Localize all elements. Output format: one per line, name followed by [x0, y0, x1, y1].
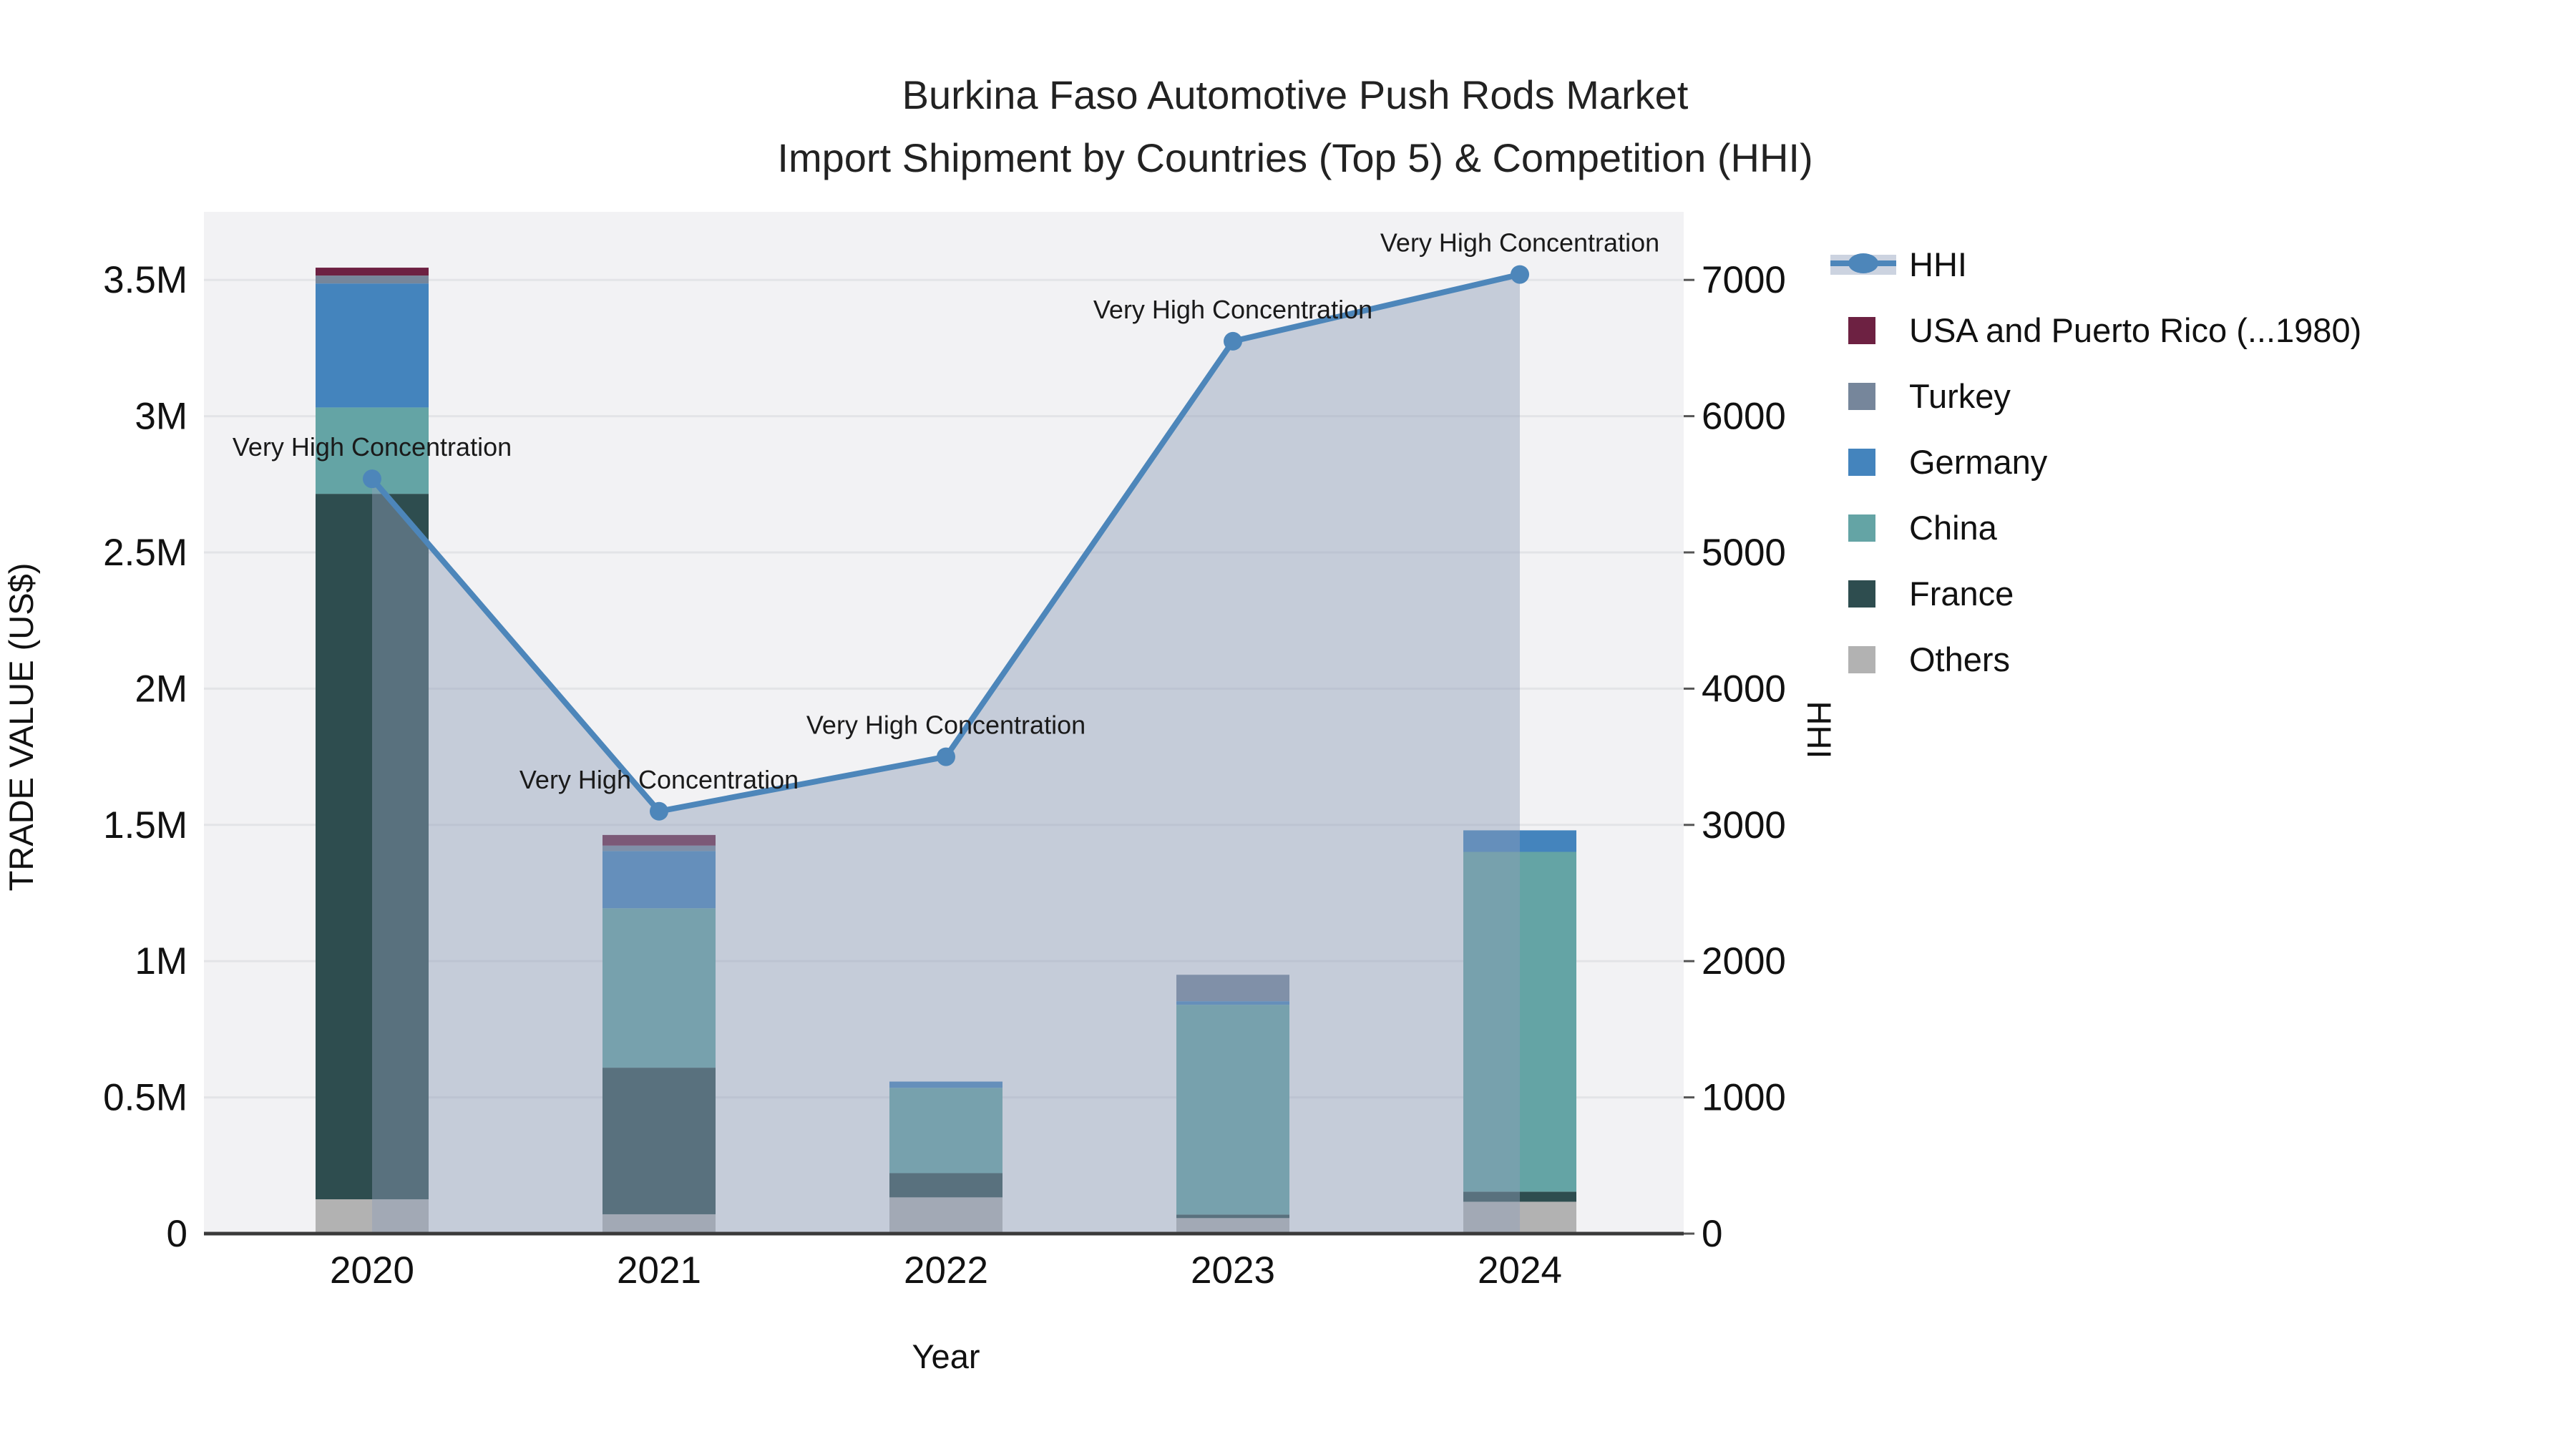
legend-label-germany: Germany [1909, 443, 2048, 481]
chart-title-line2: Import Shipment by Countries (Top 5) & C… [777, 135, 1813, 180]
bar-segment-germany-2021[interactable] [602, 851, 716, 909]
legend-item-hhi[interactable]: HHI [1830, 245, 1967, 283]
legend-item-usa-and-puerto-rico-1980[interactable]: USA and Puerto Rico (...1980) [1848, 311, 2361, 349]
bar-segment-others-2022[interactable] [889, 1197, 1002, 1234]
x-tick-2024: 2024 [1478, 1249, 1562, 1292]
legend-hhi-marker-icon [1848, 253, 1878, 273]
legend-item-germany[interactable]: Germany [1848, 443, 2048, 481]
bar-segment-turkey-2020[interactable] [316, 275, 429, 284]
bar-segment-france-2022[interactable] [889, 1173, 1002, 1198]
y-right-tick-6000: 6000 [1702, 396, 1786, 438]
y-left-tick-3m: 3M [135, 396, 187, 438]
legend-item-china[interactable]: China [1848, 509, 1998, 547]
y-right-tick-5000: 5000 [1702, 532, 1786, 574]
bar-segment-france-2021[interactable] [602, 1068, 716, 1214]
legend-item-turkey[interactable]: Turkey [1848, 377, 2011, 415]
annotation-2020: Very High Concentration [233, 432, 512, 462]
bar-segment-germany-2022[interactable] [889, 1081, 1002, 1088]
y-left-axis-title: TRADE VALUE (US$) [2, 563, 40, 892]
y-left-tick-0-5m: 0.5M [103, 1077, 187, 1119]
stacked-bars [316, 268, 1576, 1234]
bar-segment-france-2023[interactable] [1176, 1214, 1289, 1219]
legend-label-others: Others [1909, 640, 2010, 678]
y-right-tick-2000: 2000 [1702, 940, 1786, 982]
y-left-tick-2m: 2M [135, 668, 187, 710]
bar-segment-china-2023[interactable] [1176, 1005, 1289, 1215]
bar-segment-others-2024[interactable] [1463, 1201, 1576, 1234]
annotation-2023: Very High Concentration [1093, 295, 1372, 324]
y-right-tick-7000: 7000 [1702, 259, 1786, 301]
y-right-tick-labels: 0 1000 2000 3000 4000 5000 6000 7000 [1684, 259, 1786, 1255]
annotation-2022: Very High Concentration [806, 711, 1085, 740]
bar-segment-turkey-2021[interactable] [602, 845, 716, 852]
legend-swatch-germany [1848, 449, 1875, 476]
bar-segment-germany-2020[interactable] [316, 283, 429, 408]
legend-swatch-usa-and-puerto-rico-1980 [1848, 317, 1875, 344]
legend-item-france[interactable]: France [1848, 575, 2014, 613]
y-right-tick-1000: 1000 [1702, 1077, 1786, 1119]
x-tick-2023: 2023 [1191, 1249, 1275, 1292]
bar-segment-usa-and-puerto-rico-1980-2020[interactable] [316, 268, 429, 276]
legend-label-turkey: Turkey [1909, 377, 2011, 415]
hhi-markers [363, 265, 1529, 821]
y-left-tick-3-5m: 3.5M [103, 259, 187, 301]
hhi-marker-2020[interactable] [363, 469, 381, 489]
legend-label-china: China [1909, 509, 1998, 547]
bar-segment-china-2022[interactable] [889, 1088, 1002, 1174]
bar-segment-germany-2023[interactable] [1176, 1001, 1289, 1005]
bar-segment-others-2023[interactable] [1176, 1218, 1289, 1234]
x-tick-2022: 2022 [904, 1249, 988, 1292]
bar-segment-others-2021[interactable] [602, 1214, 716, 1234]
y-left-tick-2-5m: 2.5M [103, 532, 187, 574]
legend: HHI USA and Puerto Rico (...1980) Turkey Ge… [1830, 245, 2361, 678]
hhi-marker-2022[interactable] [937, 747, 955, 766]
hhi-area-fill [372, 274, 1520, 1234]
bar-segment-france-2024[interactable] [1463, 1191, 1576, 1202]
legend-label-usa-and-puerto-rico-1980: USA and Puerto Rico (...1980) [1909, 311, 2361, 349]
legend-label-hhi: HHI [1909, 245, 1967, 283]
x-axis-title: Year [912, 1337, 980, 1375]
legend-swatch-france [1848, 580, 1875, 608]
hhi-marker-2023[interactable] [1224, 331, 1242, 351]
y-right-tick-4000: 4000 [1702, 668, 1786, 710]
x-tick-2020: 2020 [330, 1249, 414, 1292]
hhi-marker-2024[interactable] [1511, 265, 1529, 284]
bar-segment-france-2020[interactable] [316, 494, 429, 1200]
y-right-tick-0: 0 [1702, 1213, 1722, 1255]
chart-title-line1: Burkina Faso Automotive Push Rods Market [902, 72, 1689, 117]
hhi-marker-2021[interactable] [650, 801, 668, 821]
bar-segment-germany-2024[interactable] [1463, 830, 1576, 852]
y-right-tick-3000: 3000 [1702, 804, 1786, 847]
legend-item-others[interactable]: Others [1848, 640, 2010, 678]
bar-segment-usa-and-puerto-rico-1980-2021[interactable] [602, 834, 716, 846]
bar-segment-china-2021[interactable] [602, 908, 716, 1068]
annotation-2021: Very High Concentration [519, 765, 799, 794]
bar-segment-china-2024[interactable] [1463, 852, 1576, 1192]
legend-swatch-turkey [1848, 383, 1875, 410]
annotation-2024: Very High Concentration [1380, 228, 1659, 258]
y-left-tick-labels: 0 0.5M 1M 1.5M 2M 2.5M 3M 3.5M [103, 259, 187, 1255]
plot-area [204, 212, 1684, 1234]
legend-swatch-others [1848, 646, 1875, 673]
x-tick-labels: 2020 2021 2022 2023 2024 [330, 1249, 1562, 1292]
bar-segment-turkey-2023[interactable] [1176, 975, 1289, 1002]
bar-segment-others-2020[interactable] [316, 1199, 429, 1234]
y-left-tick-1-5m: 1.5M [103, 804, 187, 847]
y-left-tick-0: 0 [167, 1213, 187, 1255]
gridlines [204, 278, 1684, 1099]
x-tick-2021: 2021 [617, 1249, 701, 1292]
y-left-tick-1m: 1M [135, 940, 187, 982]
legend-swatch-china [1848, 514, 1875, 542]
y-right-axis-title: HHI [1800, 701, 1838, 759]
legend-label-france: France [1909, 575, 2014, 613]
